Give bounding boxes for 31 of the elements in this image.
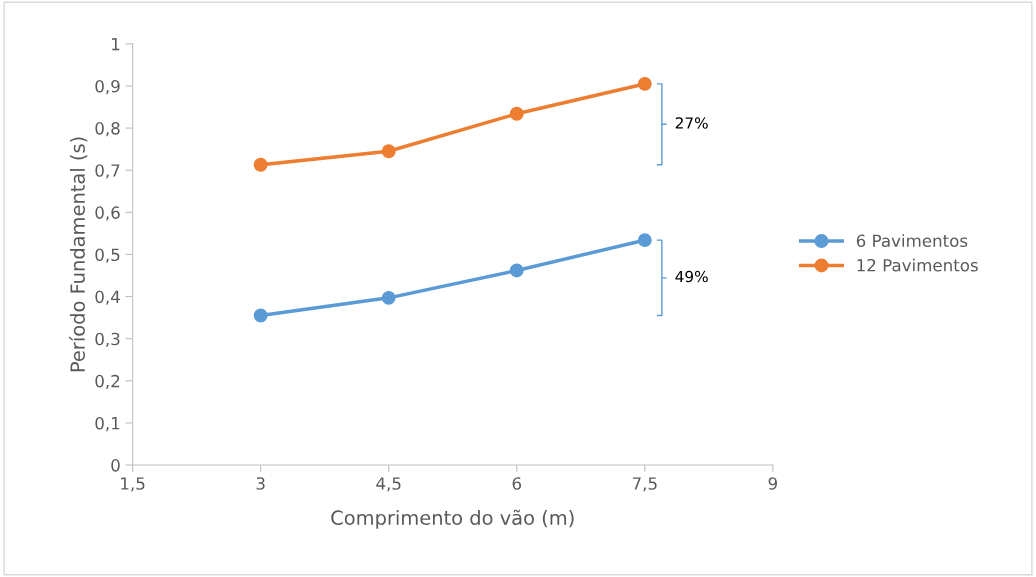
y-tick-label: 1 — [112, 38, 120, 51]
point — [509, 263, 524, 278]
y-tick-label: 0,6 — [95, 206, 120, 221]
x-tick-label: 1,5 — [121, 477, 145, 492]
annotation: 27% — [675, 117, 708, 129]
y-tick-label: 0,1 — [95, 416, 120, 432]
y-tick-label: 0,3 — [95, 332, 120, 347]
x-tick-label: 3 — [256, 477, 265, 490]
point — [509, 106, 524, 121]
point — [637, 233, 652, 248]
legend-label: 6 Pavimentos — [856, 234, 968, 248]
y-tick-label: 0,7 — [95, 164, 120, 179]
x-tick-label: 6 — [512, 477, 522, 490]
point — [253, 157, 268, 172]
x-tick-label: 4,5 — [376, 477, 401, 492]
point — [637, 76, 652, 91]
point — [381, 290, 396, 305]
y-tick-label: 0 — [111, 459, 120, 472]
y-axis-title: Período Fundamental (s) — [69, 137, 88, 372]
legend-label: 12 Pavimentos — [857, 258, 978, 272]
x-axis-title: Comprimento do vão (m) — [331, 509, 574, 529]
point — [253, 308, 268, 323]
y-tick-label: 0,5 — [95, 248, 120, 263]
annotation: 49% — [675, 270, 708, 283]
x-tick-label: 9 — [768, 477, 777, 490]
point — [381, 144, 396, 159]
x-tick-label: 7,5 — [632, 477, 657, 492]
y-tick-label: 0,2 — [95, 374, 120, 390]
y-tick-label: 0,9 — [95, 79, 120, 95]
y-tick-label: 0,4 — [95, 290, 120, 305]
y-tick-label: 0,8 — [95, 122, 120, 137]
